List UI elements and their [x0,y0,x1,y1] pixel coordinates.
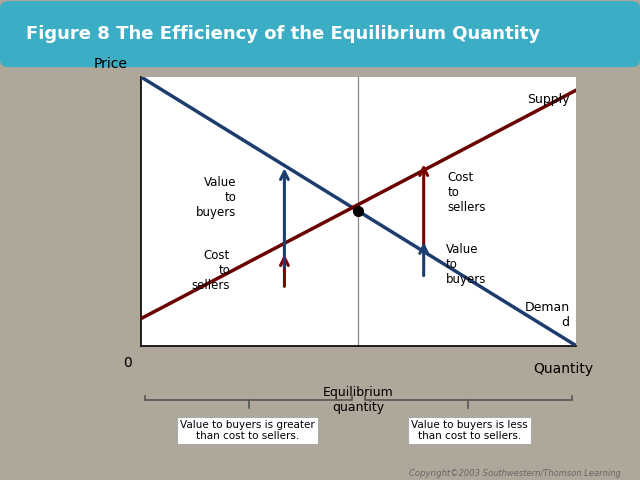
Text: Value
to
buyers: Value to buyers [196,176,237,219]
Text: Quantity: Quantity [533,362,593,376]
Text: Cost
to
sellers: Cost to sellers [191,249,230,292]
Text: Deman
d: Deman d [524,301,570,329]
Text: Equilibrium
quantity: Equilibrium quantity [323,386,394,414]
Text: Value to buyers is less
than cost to sellers.: Value to buyers is less than cost to sel… [411,420,528,442]
Text: Cost
to
sellers: Cost to sellers [447,171,486,214]
Text: Figure 8 The Efficiency of the Equilibrium Quantity: Figure 8 The Efficiency of the Equilibri… [26,25,540,43]
Text: Value
to
buyers: Value to buyers [445,243,486,287]
FancyBboxPatch shape [0,1,640,67]
Text: Value to buyers is greater
than cost to sellers.: Value to buyers is greater than cost to … [180,420,315,442]
Text: Supply: Supply [527,93,570,106]
Text: Price: Price [94,58,128,72]
Text: 0: 0 [124,356,132,371]
Text: Copyright©2003 Southwestern/Thomson Learning: Copyright©2003 Southwestern/Thomson Lear… [409,468,621,478]
